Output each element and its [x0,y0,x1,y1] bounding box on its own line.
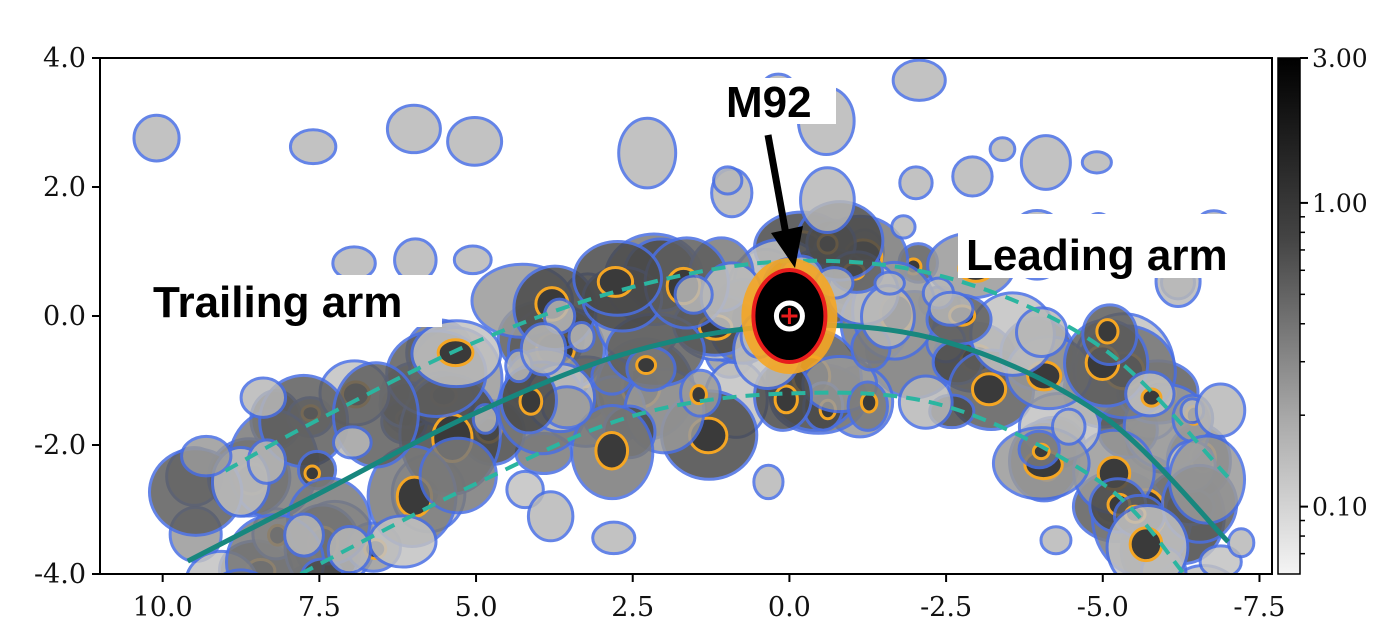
density-blob [1019,134,1072,191]
density-blob [898,165,934,201]
y-tick-label: 2.0 [43,172,86,203]
y-tick-label: -2.0 [34,430,86,461]
density-blob [526,490,575,543]
leading-arm-label: Leading arm [966,231,1228,280]
y-tick-label: 4.0 [43,43,86,74]
density-blob [418,436,498,515]
density-blob [617,116,678,190]
cluster-name-label: M92 [726,78,812,127]
x-tick-label: 0.0 [768,592,811,623]
cluster-label-box [722,78,836,124]
x-tick-label: 7.5 [298,592,341,623]
density-blob [452,244,493,276]
density-blob [519,322,568,377]
cluster-marker [741,258,838,374]
density-blob [752,463,785,501]
annotations: Leading arm Trailing arm M92 [148,78,1270,327]
density-peak [970,372,1008,407]
trailing-arm-label: Trailing arm [153,278,402,327]
density-blob [221,568,261,574]
density-blob [890,214,917,240]
density-blob [591,520,637,556]
density-blob [331,245,377,282]
colorbar-tick-label: 1.00 [1312,189,1368,218]
orbit-upper-bound [224,258,1230,479]
x-tick-label: 2.5 [611,592,654,623]
density-blob [673,274,714,315]
density-blob [331,425,373,460]
density-peak [594,431,630,471]
trailing-label-box [148,275,442,327]
density-blob [873,270,906,296]
density-peak [859,391,879,414]
density-blob [1050,407,1087,446]
density-blob [1226,527,1256,559]
density-blob [988,136,1017,163]
colorbar: 3.00 1.00 0.10 [1277,44,1368,575]
density-blob [246,438,288,485]
density-blob [1015,306,1069,359]
density-peak [773,384,799,415]
density-blob [393,237,438,283]
density-peak [635,355,658,376]
density-peak [226,597,256,630]
colorbar-tick-label: 0.10 [1312,493,1368,522]
density-blob [1167,434,1247,525]
density-peak [1095,318,1120,345]
density-blob [951,155,994,198]
orbit-curves [186,258,1230,574]
y-tick-label: 0.0 [43,301,86,332]
orbit-center-line [186,322,1230,564]
density-blob [239,376,288,419]
density-blob [1194,382,1247,438]
density-blob [927,290,975,327]
x-axis: 10.0 7.5 5.0 2.5 0.0 -2.5 -5.0 -7.5 [133,574,1285,623]
colorbar-gradient [1277,57,1301,575]
density-peak [596,266,635,298]
density-blob [567,320,596,353]
density-peak [1128,526,1164,563]
density-peak [1183,590,1216,624]
density-blob [1080,150,1113,175]
x-tick-label: -7.5 [1233,592,1285,623]
density-blob [212,590,253,627]
density-blob [446,116,504,167]
orbit-lower-bound [299,390,1186,574]
cluster-center-ring [773,300,805,332]
cluster-arrow [764,134,803,268]
density-blob [288,128,338,166]
density-blob [132,113,181,163]
density-blob [1039,525,1073,556]
density-blob [897,374,954,430]
x-tick-label: 10.0 [133,592,193,623]
plot-area [100,58,1272,630]
density-blob [712,165,744,196]
density-blob [799,166,856,235]
x-tick-label: -2.5 [920,592,972,623]
density-blob [891,58,947,102]
density-blob [283,512,325,558]
leading-label-box [958,214,1270,278]
x-tick-label: 5.0 [455,592,498,623]
x-tick-label: -5.0 [1077,592,1129,623]
density-blob [180,434,233,478]
density-blob [367,514,438,569]
y-tick-label: -4.0 [34,559,86,590]
y-axis: 4.0 2.0 0.0 -2.0 -4.0 [34,43,100,590]
density-blob [385,103,442,155]
colorbar-tick-label: 3.00 [1312,44,1368,73]
colorbar-ticks: 3.00 1.00 0.10 [1300,44,1368,555]
